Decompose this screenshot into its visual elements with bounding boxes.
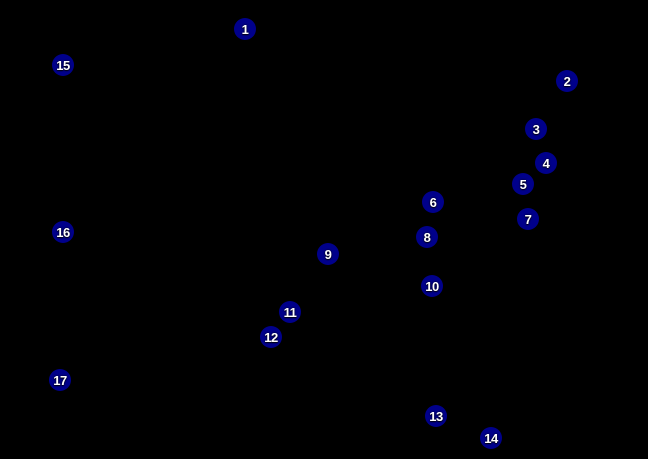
som-marker-label: 16 <box>56 224 70 240</box>
som-marker-8[interactable]: 8 <box>416 226 438 248</box>
som-marker-label: 6 <box>429 194 437 210</box>
som-marker-17[interactable]: 17 <box>49 369 71 391</box>
som-marker-label: 4 <box>542 155 550 171</box>
som-marker-2[interactable]: 2 <box>556 70 578 92</box>
som-marker-3[interactable]: 3 <box>525 118 547 140</box>
som-marker-16[interactable]: 16 <box>52 221 74 243</box>
som-marker-label: 2 <box>563 73 571 89</box>
som-marker-label: 14 <box>484 430 498 446</box>
som-marker-label: 15 <box>56 57 70 73</box>
som-marker-4[interactable]: 4 <box>535 152 557 174</box>
som-marker-label: 5 <box>519 176 527 192</box>
som-marker-15[interactable]: 15 <box>52 54 74 76</box>
som-marker-label: 9 <box>324 246 332 262</box>
som-marker-label: 12 <box>264 329 278 345</box>
som-marker-label: 1 <box>241 21 249 37</box>
som-marker-7[interactable]: 7 <box>517 208 539 230</box>
som-marker-5[interactable]: 5 <box>512 173 534 195</box>
som-marker-6[interactable]: 6 <box>422 191 444 213</box>
som-marker-1[interactable]: 1 <box>234 18 256 40</box>
som-marker-12[interactable]: 12 <box>260 326 282 348</box>
som-marker-11[interactable]: 11 <box>279 301 301 323</box>
som-marker-label: 10 <box>425 278 439 294</box>
som-marker-label: 3 <box>532 121 540 137</box>
som-marker-label: 13 <box>429 408 443 424</box>
som-marker-13[interactable]: 13 <box>425 405 447 427</box>
som-marker-9[interactable]: 9 <box>317 243 339 265</box>
som-marker-label: 11 <box>283 304 297 320</box>
som-marker-label: 7 <box>524 211 532 227</box>
som-marker-label: 8 <box>423 229 431 245</box>
som-marker-14[interactable]: 14 <box>480 427 502 449</box>
som-marker-label: 17 <box>53 372 67 388</box>
som-marker-10[interactable]: 10 <box>421 275 443 297</box>
